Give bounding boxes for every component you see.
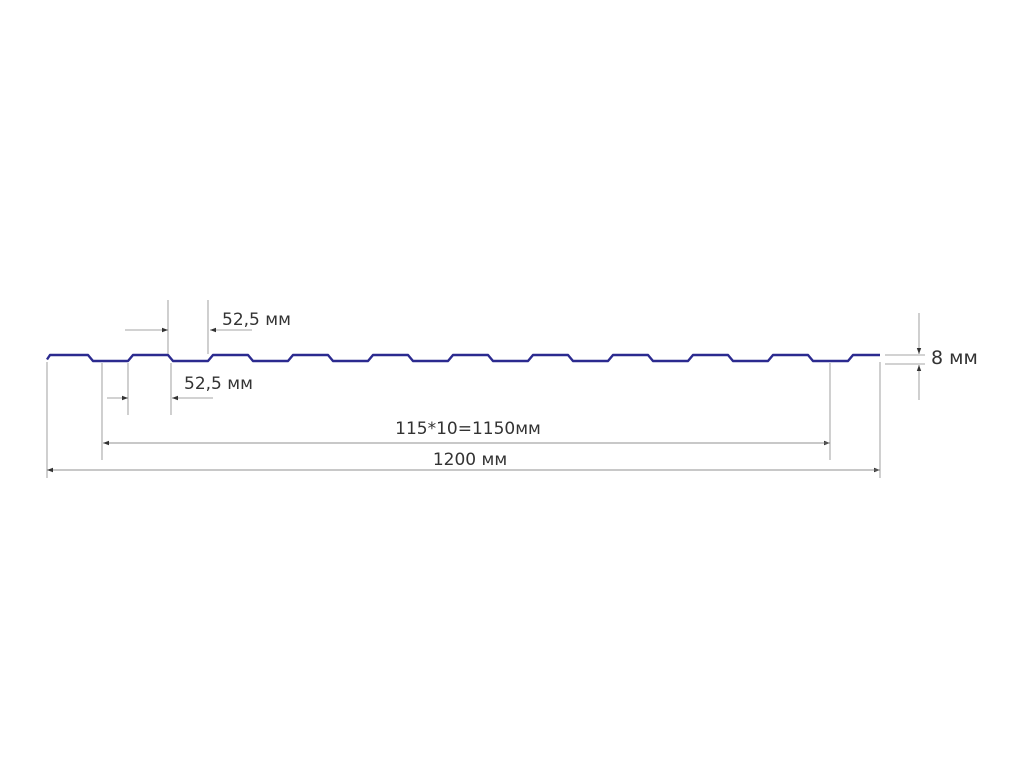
top-pitch-label: 52,5 мм — [222, 310, 291, 330]
dimension-lines — [46, 300, 925, 478]
height-label: 8 мм — [931, 347, 978, 369]
total-width-label: 1200 мм — [433, 450, 507, 470]
bottom-pitch-label: 52,5 мм — [184, 374, 253, 394]
sheet-profile — [46, 353, 880, 363]
working-width-label: 115*10=1150мм — [395, 419, 541, 439]
